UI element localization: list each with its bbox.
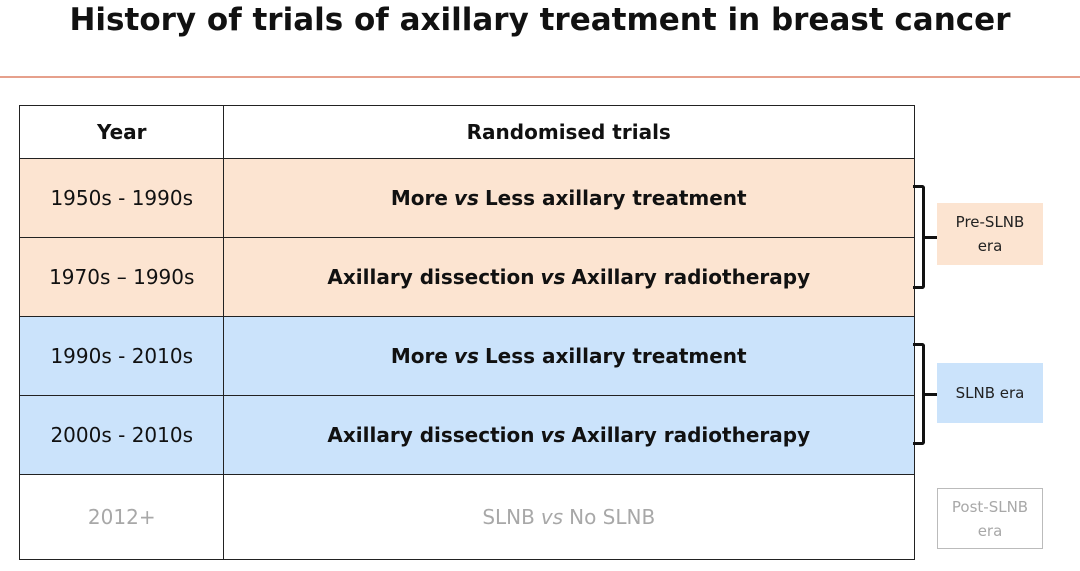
header-cell: Year [19,105,225,160]
trial-cell: Axillary dissection vs Axillary radiothera… [223,237,915,318]
trial-vs: vs [540,265,566,290]
title: History of trials of axillary treatment … [69,2,1011,38]
trial-vs: vs [453,344,479,369]
trial-text: Less axillary treatment [484,344,747,369]
bracket-tick [925,393,937,396]
era-label: SLNB era [937,363,1043,423]
trial-text: Axillary radiotherapy [571,265,811,290]
year-cell: 1970s – 1990s [19,237,225,318]
trial-text: More [390,344,448,369]
bracket [913,185,925,289]
year-cell: 2012+ [19,474,225,560]
era-label: Post-SLNB era [937,488,1043,549]
trial-cell: More vs Less axillary treatment [223,158,915,239]
year-cell: 1950s - 1990s [19,158,225,239]
era-label: Pre-SLNB era [937,203,1043,265]
year-cell: 2000s - 2010s [19,395,225,476]
trial-cell: SLNB vs No SLNB [223,474,915,560]
trial-text: No SLNB [569,504,656,529]
header-cell: Randomised trials [223,105,915,160]
trial-text: Less axillary treatment [484,186,747,211]
year-cell: 1990s - 2010s [19,316,225,397]
trial-vs: vs [540,423,566,448]
trial-vs: vs [453,186,479,211]
trial-text: Axillary dissection [327,423,535,448]
divider [0,76,1080,78]
bracket-tick [925,236,937,239]
trial-text: Axillary dissection [327,265,535,290]
trial-vs: vs [540,504,564,529]
trial-cell: More vs Less axillary treatment [223,316,915,397]
trial-text: More [390,186,448,211]
trial-text: Axillary radiotherapy [571,423,811,448]
trial-cell: Axillary dissection vs Axillary radiothera… [223,395,915,476]
bracket [913,343,925,445]
trial-text: SLNB [482,504,535,529]
